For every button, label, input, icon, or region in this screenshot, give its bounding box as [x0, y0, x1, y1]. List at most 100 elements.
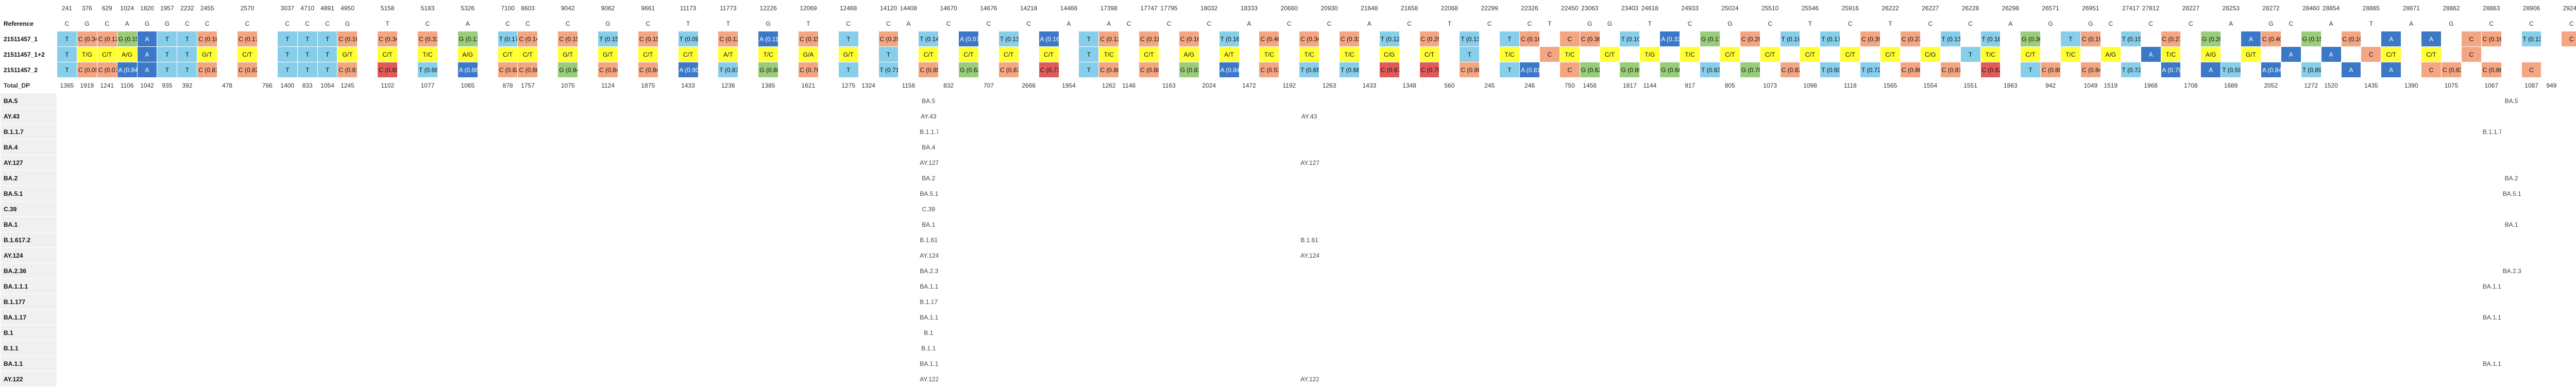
empty-cell — [77, 109, 97, 124]
empty-cell — [678, 201, 698, 217]
empty-cell — [1179, 201, 1199, 217]
variant-cell: T/C — [1099, 47, 1119, 62]
variant-cell: T (0.137) — [1940, 31, 1960, 47]
empty-cell — [1940, 217, 1960, 232]
empty-cell — [1700, 217, 1720, 232]
empty-cell — [1820, 171, 1840, 186]
empty-cell — [858, 310, 878, 325]
empty-cell — [1940, 310, 1960, 325]
empty-cell — [598, 140, 618, 155]
empty-cell — [2181, 171, 2201, 186]
empty-cell — [1239, 109, 1259, 124]
empty-cell — [478, 294, 498, 310]
empty-cell — [1600, 263, 1620, 279]
empty-cell — [2121, 248, 2141, 263]
depth-cell: 917 — [1680, 78, 1700, 93]
variant-cell: G (0.151) — [2301, 31, 2321, 47]
empty-cell — [418, 186, 438, 201]
empty-cell — [899, 372, 919, 387]
empty-cell — [77, 232, 97, 248]
empty-cell — [1620, 310, 1640, 325]
empty-cell — [959, 341, 979, 356]
empty-cell — [1580, 186, 1600, 201]
empty-cell — [478, 263, 498, 279]
position-cell — [2281, 1, 2301, 16]
empty-cell — [257, 341, 277, 356]
empty-cell — [1800, 109, 1820, 124]
row-label: BA.2.36 — [1, 263, 57, 279]
empty-cell — [1139, 186, 1159, 201]
empty-cell — [2261, 372, 2281, 387]
empty-cell — [1399, 155, 1419, 171]
empty-cell — [117, 201, 137, 217]
empty-cell — [678, 325, 698, 341]
empty-cell — [197, 140, 217, 155]
empty-cell — [498, 93, 518, 109]
position-cell: 18032 — [1199, 1, 1219, 16]
empty-cell — [598, 171, 618, 186]
empty-cell — [2562, 248, 2576, 263]
empty-cell — [718, 294, 738, 310]
reference-cell: G — [2261, 16, 2281, 31]
empty-cell — [2201, 294, 2221, 310]
depth-cell: 1689 — [2221, 78, 2241, 93]
empty-cell — [2401, 294, 2421, 310]
empty-cell — [77, 217, 97, 232]
empty-cell — [1079, 248, 1099, 263]
variant-cell: C — [2461, 47, 2481, 62]
empty-cell — [2281, 310, 2301, 325]
position-cell — [2100, 1, 2121, 16]
empty-cell — [2341, 310, 2361, 325]
variant-cell — [939, 31, 959, 47]
empty-cell — [518, 248, 538, 263]
variant-cell — [2401, 62, 2421, 78]
empty-cell — [1780, 109, 1800, 124]
empty-cell — [2001, 356, 2021, 372]
variant-cell: C (0.805) — [2041, 62, 2061, 78]
empty-cell — [878, 356, 899, 372]
empty-cell — [257, 263, 277, 279]
empty-cell — [2301, 217, 2321, 232]
empty-cell — [2321, 186, 2341, 201]
empty-cell — [1840, 263, 1860, 279]
empty-cell — [1399, 186, 1419, 201]
reference-cell: C — [878, 16, 899, 31]
empty-cell — [1179, 263, 1199, 279]
empty-cell — [538, 124, 558, 140]
empty-cell — [1099, 294, 1119, 310]
empty-cell — [1500, 341, 1520, 356]
position-cell — [1119, 1, 1139, 16]
depth-cell: 1272 — [2301, 78, 2321, 93]
empty-cell — [818, 341, 838, 356]
empty-cell — [457, 248, 478, 263]
empty-cell — [1179, 294, 1199, 310]
reference-cell: G — [1600, 16, 1620, 31]
empty-cell — [217, 279, 238, 294]
empty-cell — [2441, 232, 2461, 248]
empty-cell — [1900, 356, 1920, 372]
empty-cell — [1239, 248, 1259, 263]
empty-cell — [2521, 372, 2541, 387]
empty-cell — [2381, 232, 2401, 248]
depth-cell: 392 — [177, 78, 197, 93]
lineage-cell: B.1.1.7 — [2481, 124, 2501, 140]
empty-cell — [638, 201, 658, 217]
empty-cell — [1279, 248, 1299, 263]
empty-cell — [2021, 263, 2041, 279]
empty-cell — [2161, 341, 2181, 356]
reference-cell: C — [177, 16, 197, 31]
reference-cell: A — [2401, 16, 2421, 31]
empty-cell — [2501, 109, 2521, 124]
empty-cell — [2221, 124, 2241, 140]
empty-cell — [1940, 341, 1960, 356]
empty-cell — [1119, 325, 1139, 341]
empty-cell — [718, 248, 738, 263]
variant-cell: T (0.196) — [1780, 31, 1800, 47]
empty-cell — [1159, 186, 1179, 201]
depth-cell — [959, 78, 979, 93]
empty-cell — [738, 294, 758, 310]
empty-cell — [2161, 310, 2181, 325]
position-cell — [818, 1, 838, 16]
variant-cell: C (0.294) — [1419, 31, 1439, 47]
